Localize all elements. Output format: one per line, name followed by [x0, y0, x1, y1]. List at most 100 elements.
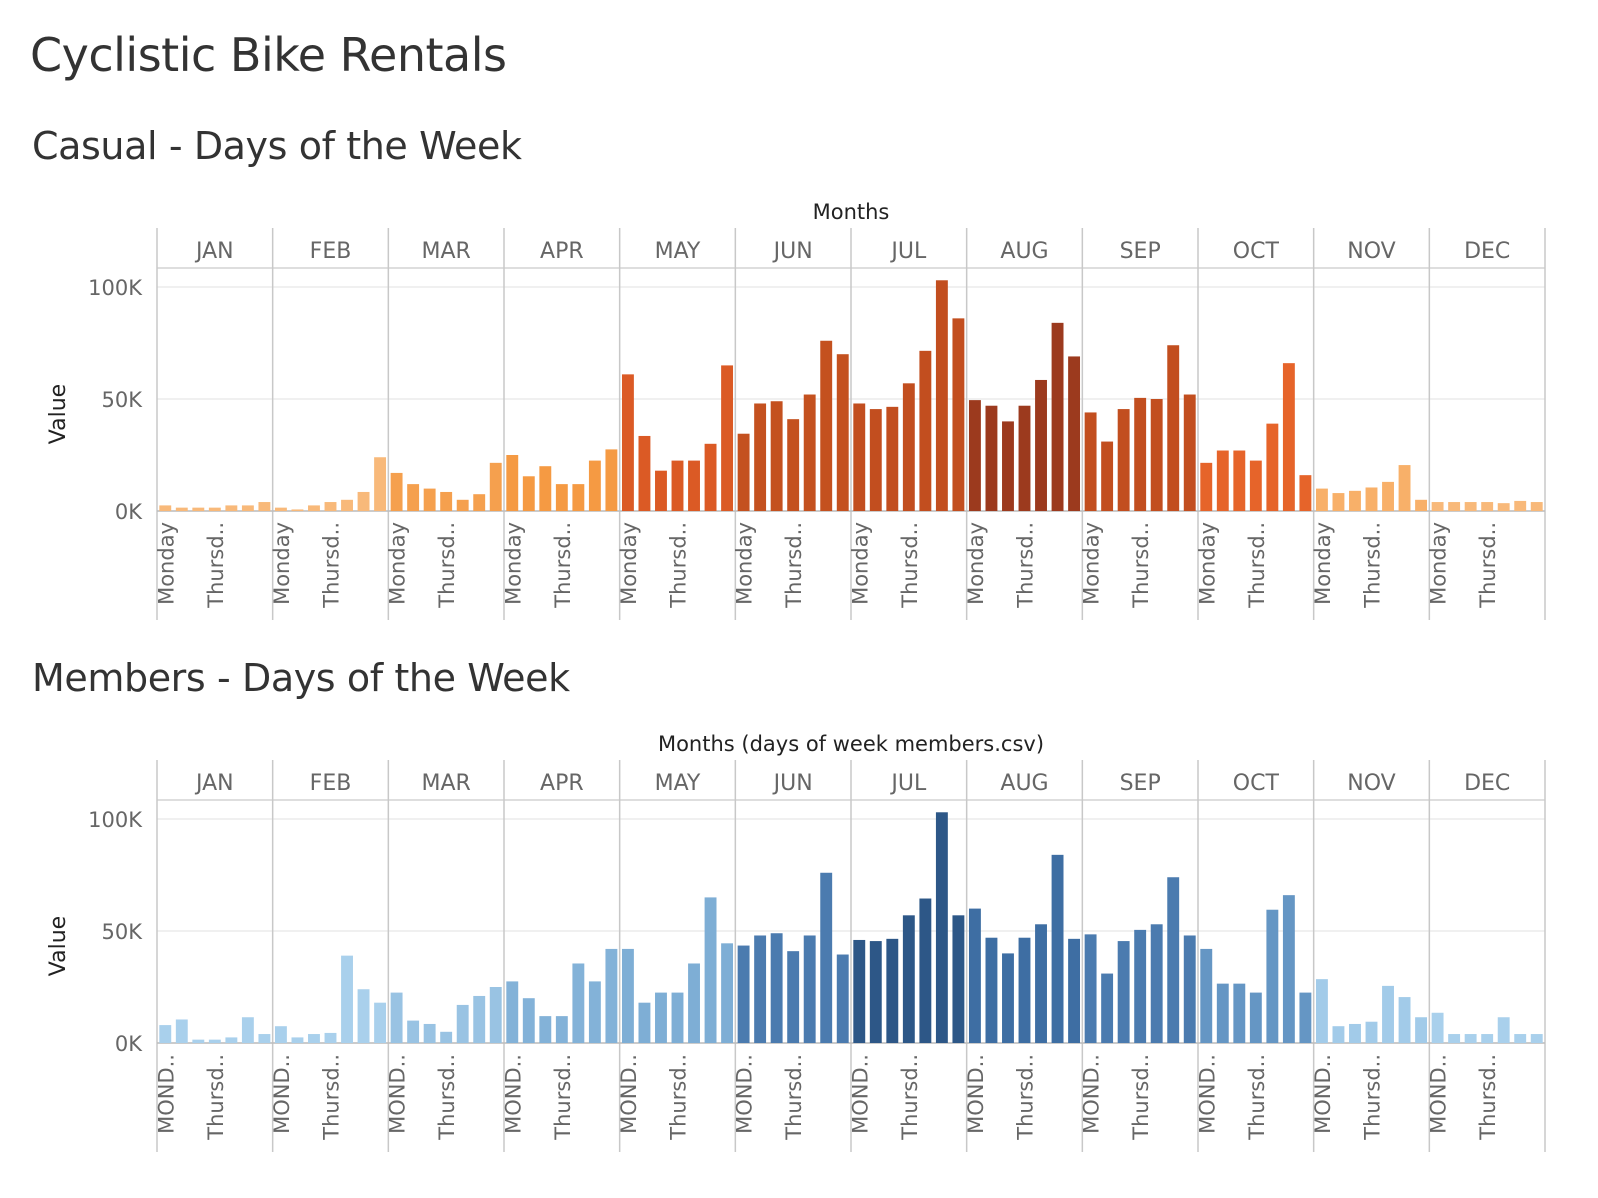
bar [506, 455, 519, 511]
bar [1134, 929, 1147, 1043]
x-tick-label: MOND.. [964, 1054, 988, 1134]
bar [357, 989, 370, 1043]
bar [1249, 460, 1262, 511]
x-tick-label: MOND.. [270, 1054, 294, 1134]
bar [341, 955, 353, 1043]
bar [324, 1032, 337, 1043]
bar [1332, 493, 1345, 511]
bar [374, 1002, 387, 1043]
bar [621, 948, 634, 1043]
bar [754, 935, 767, 1043]
month-header-jun: JUN [772, 239, 813, 264]
bar [539, 466, 552, 511]
bar [1150, 924, 1163, 1043]
bar [820, 872, 833, 1043]
bar [1101, 973, 1114, 1043]
month-header-aug: AUG [1000, 239, 1048, 264]
month-header-mar: MAR [422, 771, 471, 796]
bar [721, 365, 734, 511]
x-tick-label: Monday [1427, 522, 1451, 605]
bar [935, 812, 948, 1043]
bar [1365, 1021, 1378, 1043]
bar [1497, 503, 1510, 511]
bar [1332, 1026, 1345, 1043]
bar [308, 505, 320, 511]
bar [423, 1023, 436, 1043]
bar [1282, 363, 1295, 511]
month-header-oct: OCT [1233, 239, 1280, 264]
month-header-may: MAY [655, 771, 701, 796]
month-header-jun: JUN [772, 771, 813, 796]
x-tick-label: Monday [501, 522, 525, 605]
column-header-title: Months (days of week members.csv) [658, 732, 1044, 756]
bar [655, 992, 667, 1043]
x-tick-label: MOND.. [154, 1054, 178, 1134]
bar [688, 963, 700, 1043]
bar [539, 1016, 552, 1043]
x-tick-label: Monday [1080, 522, 1104, 605]
bar [506, 981, 519, 1043]
bar [192, 507, 205, 511]
bar [572, 484, 585, 511]
x-tick-label: MOND.. [1080, 1054, 1104, 1134]
column-header-title: Months [813, 200, 890, 224]
bar [1084, 934, 1097, 1043]
bar [671, 460, 684, 511]
x-tick-label: Thursd.. [898, 1054, 922, 1141]
x-tick-label: Thursd.. [1129, 522, 1153, 609]
month-header-nov: NOV [1347, 771, 1395, 796]
month-header-jul: JUL [889, 239, 927, 264]
bar [721, 943, 734, 1043]
bar [1167, 877, 1180, 1043]
x-tick-label: Thursd.. [1361, 522, 1385, 609]
bar [638, 435, 651, 511]
month-header-jul: JUL [889, 771, 927, 796]
bar [241, 505, 254, 511]
y-tick-label: 0K [115, 500, 143, 524]
x-tick-label: Thursd.. [667, 522, 691, 609]
month-header-apr: APR [540, 239, 584, 264]
bar [737, 433, 750, 511]
bar [1018, 405, 1031, 511]
bar [820, 340, 833, 511]
bar [1448, 502, 1461, 511]
bar [853, 939, 866, 1043]
bar [423, 488, 436, 511]
x-tick-label: MOND.. [848, 1054, 872, 1134]
bar [836, 354, 849, 511]
bar [390, 472, 403, 511]
bar [1134, 397, 1147, 511]
bar [704, 897, 717, 1043]
bar [1233, 983, 1246, 1043]
bar [407, 1020, 420, 1043]
bar [489, 462, 502, 511]
bar [1464, 502, 1477, 511]
bar [456, 499, 469, 511]
x-tick-label: Thursd.. [551, 522, 575, 609]
bar [1382, 481, 1394, 511]
bar [1183, 394, 1196, 511]
bar [225, 1037, 238, 1043]
month-header-jan: JAN [194, 239, 234, 264]
x-tick-label: Thursd.. [320, 1054, 344, 1141]
bar [258, 502, 271, 511]
x-tick-label: Monday [270, 522, 294, 605]
month-header-apr: APR [540, 771, 584, 796]
bar [291, 1037, 304, 1043]
bar [440, 1031, 453, 1043]
bar [208, 1039, 221, 1043]
x-tick-label: Thursd.. [204, 1054, 228, 1141]
bar [1101, 441, 1114, 511]
bar [159, 505, 172, 511]
x-tick-label: Thursd.. [782, 1054, 806, 1141]
x-tick-label: MOND.. [1311, 1054, 1335, 1134]
bar [522, 476, 535, 511]
x-tick-label: Monday [386, 522, 410, 605]
bar [919, 898, 932, 1043]
bar [919, 350, 932, 511]
bar [902, 915, 915, 1043]
bar [1431, 1012, 1444, 1043]
bar [886, 406, 899, 511]
bar [787, 419, 800, 511]
bar [241, 1017, 254, 1043]
